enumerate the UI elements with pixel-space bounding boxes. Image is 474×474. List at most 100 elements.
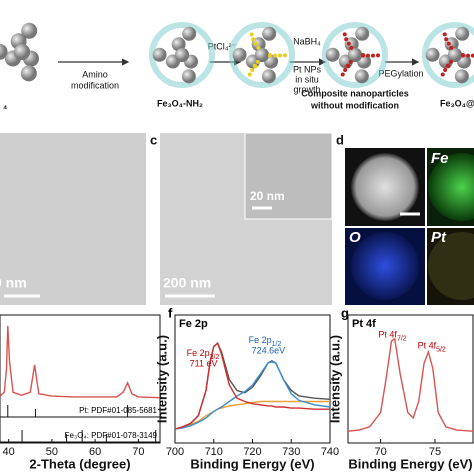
annotation: Fe 2p1/2 (249, 335, 282, 347)
step-label: PEGylation (378, 68, 423, 78)
dot (460, 53, 465, 58)
sphere (0, 43, 8, 60)
particle (428, 153, 474, 221)
sphere (21, 22, 38, 39)
dot (360, 53, 365, 58)
x-axis-label: Binding Energy (eV) (190, 456, 314, 471)
dot (340, 72, 345, 77)
x-tick-label: 50 (46, 446, 58, 458)
sphere (354, 69, 369, 84)
reference-label: Fe₃O₄: PDF#01-078-3149 (65, 431, 158, 440)
shell (229, 22, 295, 88)
dot (256, 45, 261, 50)
x-tick-label: 720 (243, 446, 261, 458)
dot (277, 53, 282, 58)
annotation: Fe 2p3/2 (187, 349, 220, 361)
annotation-sub: 5/2 (436, 346, 446, 353)
sphere (171, 37, 186, 52)
x-tick-label: 60 (89, 446, 101, 458)
series-line (174, 361, 331, 430)
x-tick-label: 730 (282, 446, 300, 458)
dot (470, 53, 474, 58)
dot (249, 32, 254, 37)
chart-title: Pt 4f (352, 318, 376, 330)
chart-title: Fe 2p (179, 318, 208, 330)
plot-frame (347, 314, 474, 444)
dot (247, 72, 252, 77)
x-tick-label: 700 (166, 446, 184, 458)
dot (465, 53, 470, 58)
x-tick-label: 70 (132, 446, 144, 458)
step-label: NaBH₄ (293, 36, 321, 46)
annotation-value: 724.6eV (252, 345, 286, 355)
dot (255, 59, 260, 64)
sphere (181, 69, 196, 84)
shell (322, 22, 388, 88)
series-line (174, 400, 330, 430)
tem-images: 0 nm 200 nm 20 nm c d Fe O Pt (0, 132, 474, 305)
sphere (444, 37, 459, 52)
annotation-value: 711 eV (190, 359, 218, 369)
product-label: Fe₃O₄@ (440, 98, 474, 108)
sphere (175, 48, 189, 62)
shell (149, 22, 215, 88)
sphere (152, 47, 167, 62)
sphere (14, 44, 30, 60)
tem-panel-b (0, 133, 146, 305)
sphere (251, 37, 266, 52)
dot (349, 45, 354, 50)
annotation-sub: 3/2 (210, 354, 220, 361)
x-tick-label: 75 (429, 446, 441, 458)
annotation: Pt 4f7/2 (378, 330, 406, 342)
dot (282, 53, 287, 58)
x-tick-label: 70 (374, 446, 386, 458)
y-axis-label: Intensity (a.u.) (154, 335, 169, 423)
annotation-text: Fe 2p (249, 335, 272, 345)
dot (344, 37, 349, 42)
plot-frame (174, 314, 331, 444)
annotation-text: Pt 4f (418, 341, 437, 351)
dot (444, 37, 449, 42)
dot (375, 53, 380, 58)
sphere (232, 47, 247, 62)
annotation-sub: 7/2 (397, 335, 407, 342)
step-label: Pt NPs (293, 64, 322, 74)
sphere (348, 48, 362, 62)
sphere (455, 26, 470, 41)
panel-label: d (336, 132, 344, 147)
dot (253, 41, 258, 46)
dot (267, 53, 272, 58)
series-line (174, 341, 330, 430)
panel-label: f (168, 305, 173, 320)
step-label: in situ (295, 74, 319, 84)
reference-label: Pt: PDF#01-085-5681 (79, 406, 157, 415)
dot (348, 59, 353, 64)
dot (272, 53, 277, 58)
sphere (448, 48, 462, 62)
sphere (255, 48, 269, 62)
x-axis-label: 2-Theta (degree) (29, 456, 130, 471)
dot (250, 68, 255, 73)
x-tick-label: 740 (321, 446, 339, 458)
map-label: O (349, 229, 361, 246)
scale-label: 0 nm (0, 275, 27, 291)
particle (428, 232, 474, 300)
scale-label: 20 nm (250, 189, 285, 203)
panel-label: g (341, 305, 349, 320)
map-label: Pt (431, 229, 447, 246)
sphere (262, 26, 277, 41)
shell (422, 22, 474, 88)
plot-frame (0, 314, 161, 444)
dot (449, 45, 454, 50)
tem-inset (244, 132, 333, 220)
particle (351, 153, 419, 221)
y-axis-label: Intensity (a.u.) (327, 335, 342, 423)
sphere (325, 47, 340, 62)
dot (343, 68, 348, 73)
sphere (425, 47, 440, 62)
sphere (344, 37, 359, 52)
dot (342, 32, 347, 37)
dot (445, 63, 450, 68)
step-label: PtCl₄²⁻ (208, 41, 237, 51)
